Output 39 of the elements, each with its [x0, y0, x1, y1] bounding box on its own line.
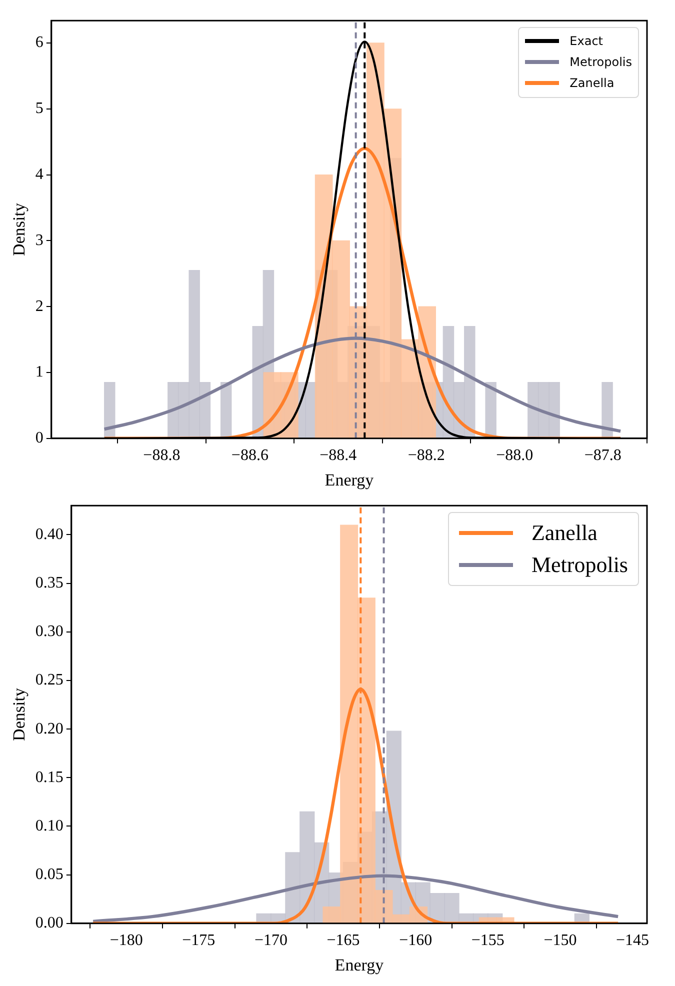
legend-label: Zanella	[531, 518, 598, 547]
x-tick-label: −180	[110, 932, 143, 950]
x-tick-label: −150	[544, 932, 577, 950]
x-tick-label: −88.2	[408, 447, 445, 464]
y-tick-label: 0.15	[35, 768, 64, 786]
legend-label: Exact	[570, 32, 603, 50]
y-tick-label: 0	[35, 430, 44, 447]
y-tick-label: 5	[35, 100, 44, 118]
y-tick-label: 0.00	[35, 914, 64, 932]
legend-label: Zanella	[570, 74, 614, 92]
y-tick-label: 0.10	[35, 817, 64, 834]
x-tick-label: −155	[471, 932, 504, 950]
x-tick-label: −88.8	[143, 447, 180, 464]
x-tick-label: −160	[399, 932, 432, 950]
x-tick-label: −88.4	[320, 447, 357, 464]
y-tick-label: 0.25	[35, 672, 64, 689]
y-tick-label: 3	[35, 232, 44, 249]
x-tick-label: −170	[254, 932, 288, 950]
y-tick-label: 0.20	[35, 720, 64, 738]
y-tick-label: 6	[35, 34, 44, 52]
y-tick-label: 4	[35, 166, 44, 184]
x-tick-label: −88.0	[496, 447, 534, 464]
x-tick-label: −175	[182, 932, 216, 950]
y-tick-label: 1	[35, 364, 44, 381]
y-tick-label: 2	[35, 298, 44, 315]
y-axis-title: Density	[10, 202, 29, 256]
x-tick-label: −165	[326, 932, 360, 950]
y-tick-label: 0.05	[35, 866, 64, 884]
x-axis-title: Energy	[334, 955, 384, 974]
x-axis-title: Energy	[324, 470, 374, 490]
legend-label: Metropolis	[531, 550, 628, 579]
legend-label: Metropolis	[570, 54, 632, 71]
y-tick-label: 0.30	[35, 623, 64, 640]
x-tick-label: −87.8	[584, 447, 622, 464]
y-tick-label: 0.40	[35, 526, 64, 543]
x-tick-label: −145	[616, 932, 650, 950]
x-tick-label: −88.6	[231, 447, 268, 464]
y-axis-title: Density	[10, 688, 29, 741]
y-tick-label: 0.35	[35, 574, 64, 592]
